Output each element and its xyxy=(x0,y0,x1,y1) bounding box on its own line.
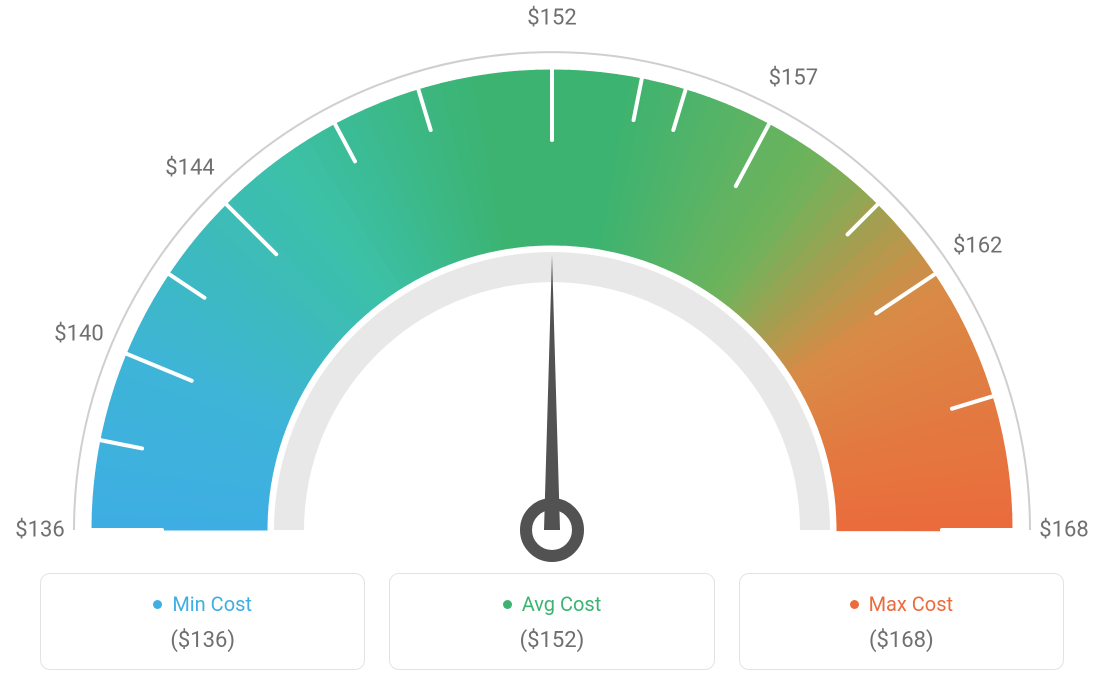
avg-dot-icon xyxy=(503,600,512,609)
gauge-tick-label: $144 xyxy=(165,155,214,180)
avg-cost-label: Avg Cost xyxy=(522,592,602,616)
gauge-tick-label: $162 xyxy=(953,233,1002,258)
max-cost-label-row: Max Cost xyxy=(850,592,954,616)
avg-cost-value: ($152) xyxy=(390,628,713,653)
avg-cost-card: Avg Cost ($152) xyxy=(389,573,714,670)
summary-row: Min Cost ($136) Avg Cost ($152) Max Cost… xyxy=(40,573,1064,670)
max-cost-card: Max Cost ($168) xyxy=(739,573,1064,670)
gauge-chart: $136 $140 $144 $152 $157 $162 $168 xyxy=(0,0,1104,570)
min-cost-card: Min Cost ($136) xyxy=(40,573,365,670)
avg-cost-label-row: Avg Cost xyxy=(503,592,602,616)
gauge-tick-label: $152 xyxy=(527,6,576,31)
gauge-tick-label: $136 xyxy=(15,518,64,543)
max-dot-icon xyxy=(850,600,859,609)
max-cost-label: Max Cost xyxy=(869,592,954,616)
min-cost-label-row: Min Cost xyxy=(153,592,252,616)
min-dot-icon xyxy=(153,600,162,609)
gauge-tick-label: $140 xyxy=(54,322,103,347)
max-cost-value: ($168) xyxy=(740,628,1063,653)
cost-gauge-widget: $136 $140 $144 $152 $157 $162 $168 Min Cost ($… xyxy=(0,0,1104,690)
gauge-tick-label: $157 xyxy=(769,66,818,91)
gauge-svg xyxy=(0,0,1104,570)
min-cost-label: Min Cost xyxy=(172,592,252,616)
min-cost-value: ($136) xyxy=(41,628,364,653)
gauge-tick-label: $168 xyxy=(1039,518,1088,543)
